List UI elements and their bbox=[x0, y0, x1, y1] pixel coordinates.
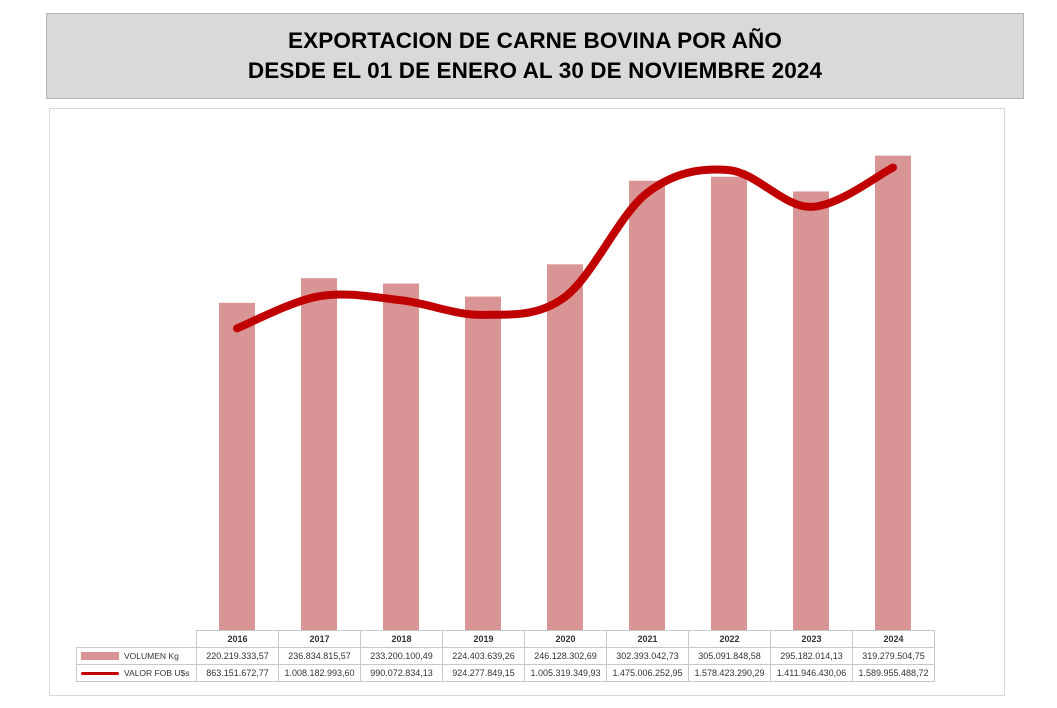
valor-fob-cell: 1.475.006.252,95 bbox=[606, 664, 689, 682]
valor-fob-cell: 1.008.182.993,60 bbox=[278, 664, 361, 682]
valor-fob-cell: 863.151.672,77 bbox=[196, 664, 279, 682]
valor-fob-cell: 1.589.955.488,72 bbox=[852, 664, 935, 682]
legend-bar-swatch bbox=[81, 652, 119, 660]
volumen-cell: 236.834.815,57 bbox=[278, 647, 361, 665]
data-table: 2016 2017 2018 2019 2020 2021 2022 2023 … bbox=[76, 630, 935, 682]
year-header: 2021 bbox=[606, 630, 689, 648]
bar-volumen-2017 bbox=[301, 278, 337, 630]
volumen-cell: 233.200.100,49 bbox=[360, 647, 443, 665]
volumen-cell: 295.182.014,13 bbox=[770, 647, 853, 665]
bar-volumen-2023 bbox=[793, 191, 829, 631]
bar-volumen-2019 bbox=[465, 296, 501, 630]
bar-volumen-2021 bbox=[629, 180, 665, 630]
volumen-cell: 246.128.302,69 bbox=[524, 647, 607, 665]
volumen-cell: 220.219.333,57 bbox=[196, 647, 279, 665]
volumen-cell: 319.279.504,75 bbox=[852, 647, 935, 665]
bar-volumen-2024 bbox=[875, 155, 911, 630]
data-table-row-valor-fob: VALOR FOB U$s 863.151.672,77 1.008.182.9… bbox=[76, 664, 935, 682]
year-header: 2024 bbox=[852, 630, 935, 648]
chart-title-line-1: EXPORTACION DE CARNE BOVINA POR AÑO bbox=[288, 28, 782, 53]
chart-area bbox=[49, 108, 1005, 696]
chart-title-line-2: DESDE EL 01 DE ENERO AL 30 DE NOVIEMBRE … bbox=[247, 58, 823, 83]
year-header: 2019 bbox=[442, 630, 525, 648]
legend-line-swatch bbox=[81, 671, 119, 675]
volumen-cell: 302.393.042,73 bbox=[606, 647, 689, 665]
year-header: 2023 bbox=[770, 630, 853, 648]
legend-valor-fob: VALOR FOB U$s bbox=[76, 664, 197, 682]
valor-fob-cell: 1.411.946.430,06 bbox=[770, 664, 853, 682]
valor-fob-cell: 1.578.423.290,29 bbox=[688, 664, 771, 682]
valor-fob-cell: 924.277.849,15 bbox=[442, 664, 525, 682]
chart-title-box: EXPORTACION DE CARNE BOVINA POR AÑO DESD… bbox=[46, 13, 1024, 99]
year-header: 2018 bbox=[360, 630, 443, 648]
bar-volumen-2020 bbox=[547, 264, 583, 630]
legend-valor-fob-label: VALOR FOB U$s bbox=[124, 668, 190, 678]
bar-volumen-2022 bbox=[711, 176, 747, 630]
data-table-header-row: 2016 2017 2018 2019 2020 2021 2022 2023 … bbox=[76, 630, 935, 648]
bar-volumen-2016 bbox=[219, 302, 255, 630]
volumen-cell: 305.091.848,58 bbox=[688, 647, 771, 665]
data-table-row-volumen: VOLUMEN Kg 220.219.333,57 236.834.815,57… bbox=[76, 647, 935, 665]
year-header: 2022 bbox=[688, 630, 771, 648]
line-valor-fob bbox=[233, 163, 897, 333]
year-header: 2016 bbox=[196, 630, 279, 648]
volumen-cell: 224.403.639,26 bbox=[442, 647, 525, 665]
legend-volumen: VOLUMEN Kg bbox=[76, 647, 197, 665]
legend-volumen-label: VOLUMEN Kg bbox=[124, 651, 179, 661]
valor-fob-cell: 1.005.319.349,93 bbox=[524, 664, 607, 682]
valor-fob-cell: 990.072.834,13 bbox=[360, 664, 443, 682]
year-header: 2020 bbox=[524, 630, 607, 648]
bar-volumen-2018 bbox=[383, 283, 419, 630]
year-header: 2017 bbox=[278, 630, 361, 648]
